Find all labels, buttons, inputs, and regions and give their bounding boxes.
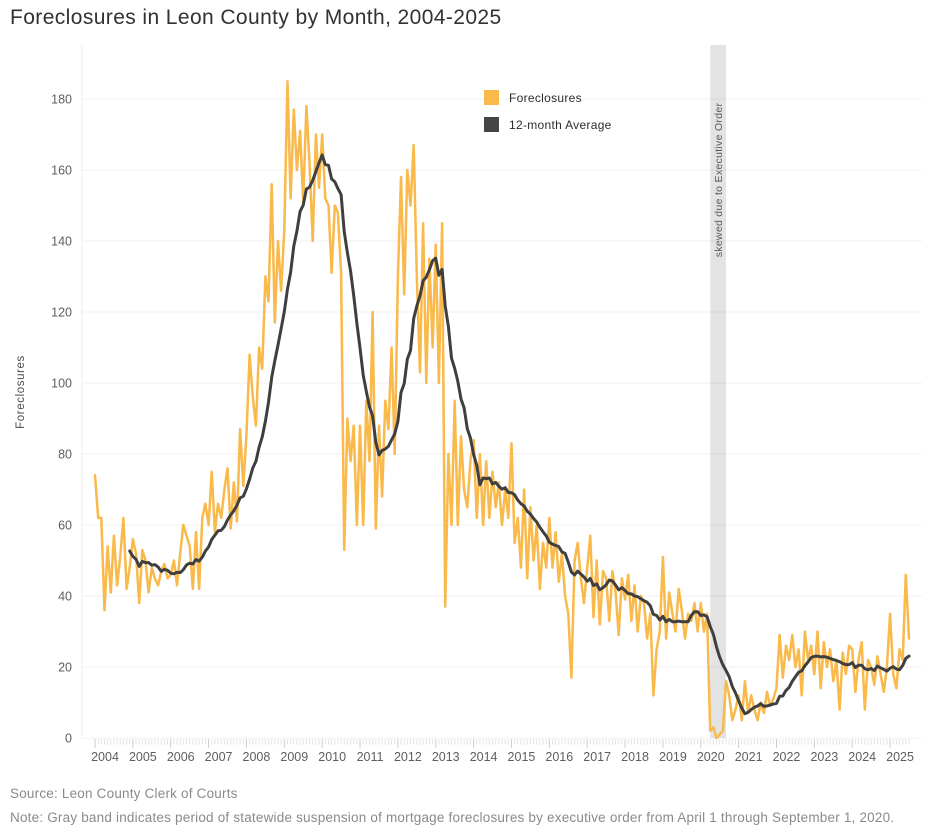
y-tick-label: 20 <box>58 661 72 675</box>
x-year-label: 2023 <box>810 750 838 764</box>
average-swatch-icon <box>484 117 499 132</box>
legend-item-foreclosures: Foreclosures <box>484 90 612 105</box>
x-year-label: 2007 <box>205 750 233 764</box>
x-year-label: 2015 <box>508 750 536 764</box>
x-year-label: 2020 <box>697 750 725 764</box>
source-note: Source: Leon County Clerk of Courts <box>10 786 238 801</box>
x-year-label: 2016 <box>545 750 573 764</box>
x-year-label: 2022 <box>773 750 801 764</box>
x-year-label: 2010 <box>318 750 346 764</box>
y-tick-label: 140 <box>51 235 72 249</box>
x-year-label: 2006 <box>167 750 195 764</box>
x-year-label: 2008 <box>243 750 271 764</box>
foreclosures-line <box>93 80 911 740</box>
legend: Foreclosures 12-month Average <box>484 90 612 144</box>
x-year-label: 2018 <box>621 750 649 764</box>
x-year-label: 2014 <box>470 750 498 764</box>
y-tick-label: 120 <box>51 306 72 320</box>
y-tick-label: 80 <box>58 448 72 462</box>
twelve-month-average-line <box>128 153 911 716</box>
band-label: skewed due to Executive Order <box>713 102 725 257</box>
y-tick-label: 40 <box>58 590 72 604</box>
x-year-label: 2024 <box>848 750 876 764</box>
x-year-label: 2021 <box>735 750 763 764</box>
legend-item-average: 12-month Average <box>484 117 612 132</box>
y-tick-label: 0 <box>65 732 72 746</box>
foreclosures-swatch-icon <box>484 90 499 105</box>
x-year-label: 2011 <box>357 750 384 764</box>
x-year-label: 2005 <box>129 750 157 764</box>
executive-order-band <box>710 45 727 738</box>
y-axis-title: Foreclosures <box>15 355 27 429</box>
legend-label-average: 12-month Average <box>509 117 612 132</box>
chart-title: Foreclosures in Leon County by Month, 20… <box>10 6 502 29</box>
x-year-label: 2012 <box>394 750 422 764</box>
y-tick-label: 100 <box>51 377 72 391</box>
chart-plot-area: 0 20 40 60 80 100 120 140 160 180 skewed due to Ex… <box>15 45 922 764</box>
x-year-label: 2013 <box>432 750 460 764</box>
x-year-label: 2017 <box>583 750 611 764</box>
y-tick-label: 60 <box>58 519 72 533</box>
x-year-label: 2025 <box>886 750 914 764</box>
x-year-label: 2019 <box>659 750 687 764</box>
y-tick-label: 160 <box>51 164 72 178</box>
y-tick-label: 180 <box>51 93 72 107</box>
x-year-label: 2009 <box>280 750 308 764</box>
methodology-note: Note: Gray band indicates period of stat… <box>10 810 895 825</box>
x-year-label: 2004 <box>91 750 119 764</box>
legend-label-foreclosures: Foreclosures <box>509 90 582 105</box>
